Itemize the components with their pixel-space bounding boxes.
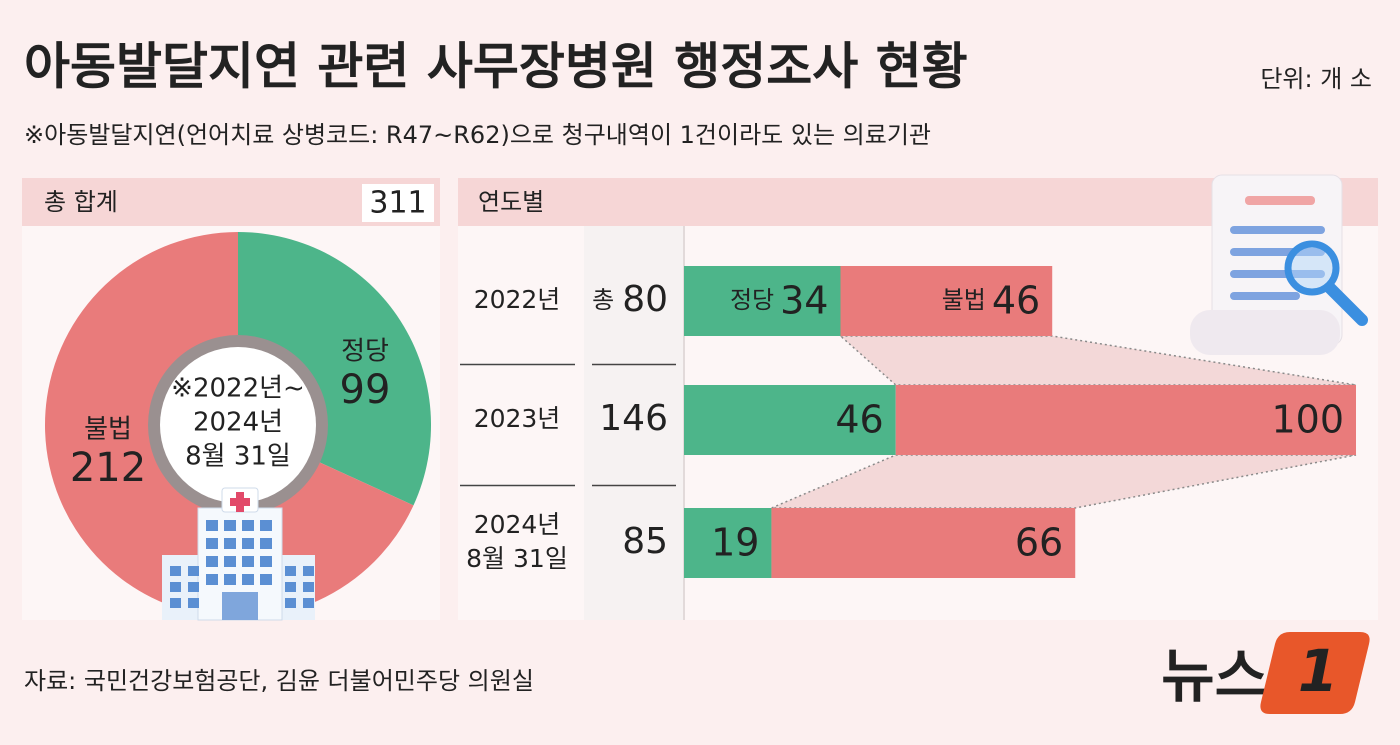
inner-hole	[160, 347, 316, 503]
total-value: 85	[622, 521, 668, 562]
bar-value: 46	[835, 398, 883, 442]
source: 자료: 국민건강보험공단, 김윤 더불어민주당 의원실	[24, 667, 534, 695]
title: 아동발달지연 관련 사무장병원 행정조사 현황	[24, 38, 968, 96]
series-name: 불법	[942, 286, 986, 314]
hospital-window	[285, 598, 296, 608]
hospital-window	[260, 574, 272, 585]
bar-value: 100	[1271, 398, 1344, 442]
center-label: 2024년	[193, 408, 283, 438]
bar-value: 19	[711, 521, 759, 565]
category-label: 2024년	[474, 510, 561, 539]
category-label: 8월 31일	[466, 544, 568, 573]
hospital-door	[222, 592, 258, 620]
category-label: 2023년	[474, 404, 561, 433]
hospital-window	[242, 556, 254, 567]
hospital-window	[170, 566, 181, 576]
logo-number: 1	[1298, 637, 1338, 705]
hospital-window	[188, 566, 199, 576]
logo-badge	[1260, 632, 1370, 714]
hospital-window	[224, 574, 236, 585]
slice-name: 정당	[341, 337, 389, 367]
hospital-window	[303, 598, 314, 608]
slice-value: 99	[340, 367, 391, 413]
hospital-window	[260, 538, 272, 549]
hospital-window	[224, 556, 236, 567]
bar-segment	[684, 385, 896, 455]
bar-segment	[771, 508, 1076, 578]
hospital-cross	[230, 492, 250, 512]
hospital-window	[242, 520, 254, 531]
hospital-window	[170, 582, 181, 592]
total-prefix: 총	[592, 286, 614, 314]
hospital-window	[260, 556, 272, 567]
hospital-window	[188, 582, 199, 592]
bar-segment	[684, 508, 772, 578]
bar-segment	[840, 266, 1053, 336]
hospital-window	[224, 520, 236, 531]
hospital-window	[260, 520, 272, 531]
series-name: 정당	[730, 286, 774, 314]
center-label: 8월 31일	[185, 442, 291, 472]
bar-segment	[895, 385, 1356, 455]
panel-title: 총 합계	[44, 188, 118, 216]
slice-value: 212	[70, 445, 146, 491]
hospital-icon	[162, 487, 315, 621]
center-label: ※2022년~	[171, 374, 305, 404]
total-value: 311	[369, 186, 426, 221]
slice-name: 불법	[84, 415, 132, 445]
hospital-window	[206, 556, 218, 567]
document-icon	[1190, 174, 1368, 355]
subtitle: ※아동발달지연(언어치료 상병코드: R47~R62)으로 청구내역이 1건이라…	[24, 121, 931, 149]
hospital-window	[206, 574, 218, 585]
hospital-window	[170, 598, 181, 608]
hospital-window	[285, 566, 296, 576]
total-value: 80	[622, 279, 668, 320]
hospital-window	[285, 582, 296, 592]
bar-value: 46	[992, 279, 1040, 323]
panel-title: 연도별	[478, 188, 544, 216]
category-label: 2022년	[474, 285, 561, 314]
hospital-window	[224, 538, 236, 549]
unit: 단위: 개 소	[1260, 65, 1372, 93]
hospital-window	[206, 538, 218, 549]
bar-segment	[684, 266, 841, 336]
hospital-window	[242, 538, 254, 549]
total-column	[584, 226, 684, 620]
total-box	[362, 184, 434, 222]
bar-value: 34	[780, 279, 828, 323]
logo-text: 뉴스	[1161, 642, 1268, 710]
bar-value: 66	[1015, 521, 1063, 565]
hospital-window	[188, 598, 199, 608]
hospital-window	[303, 582, 314, 592]
hospital-window	[303, 566, 314, 576]
total-value: 146	[599, 398, 668, 439]
hospital-window	[206, 520, 218, 531]
hospital-window	[242, 574, 254, 585]
